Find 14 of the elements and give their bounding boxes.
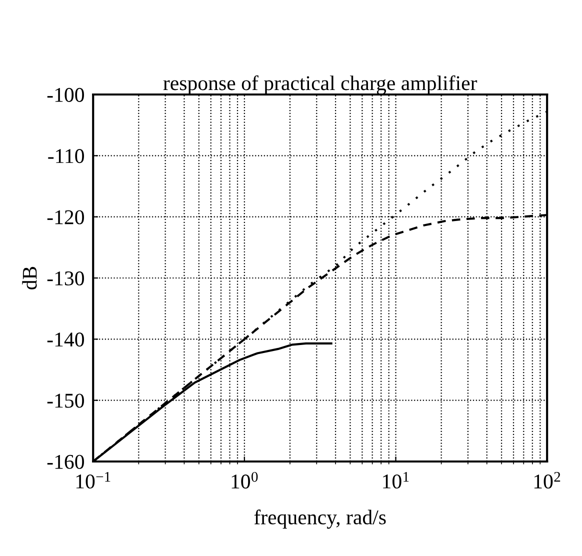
y-tick-label: -140 xyxy=(47,332,84,347)
y-tick-label: -110 xyxy=(48,149,84,164)
x-tick-label: 10$^{1}$ xyxy=(383,472,409,489)
x-tick-label: 10$^{0}$ xyxy=(232,472,258,489)
y-tick-label: -130 xyxy=(47,271,84,286)
x-tick-label: 10$^{−1}$ xyxy=(76,472,110,489)
y-tick-label: -120 xyxy=(47,210,84,224)
chart-title: response of practical charge amplifier xyxy=(163,75,478,95)
y-axis-title: dB xyxy=(22,266,37,290)
y-tick-label: -150 xyxy=(47,394,84,408)
x-axis-title: frequency, rad/s xyxy=(254,510,386,529)
y-tick-label: -160 xyxy=(47,454,84,469)
x-tick-label: 10$^{2}$ xyxy=(534,472,560,489)
y-tick-label: -100 xyxy=(47,88,84,102)
